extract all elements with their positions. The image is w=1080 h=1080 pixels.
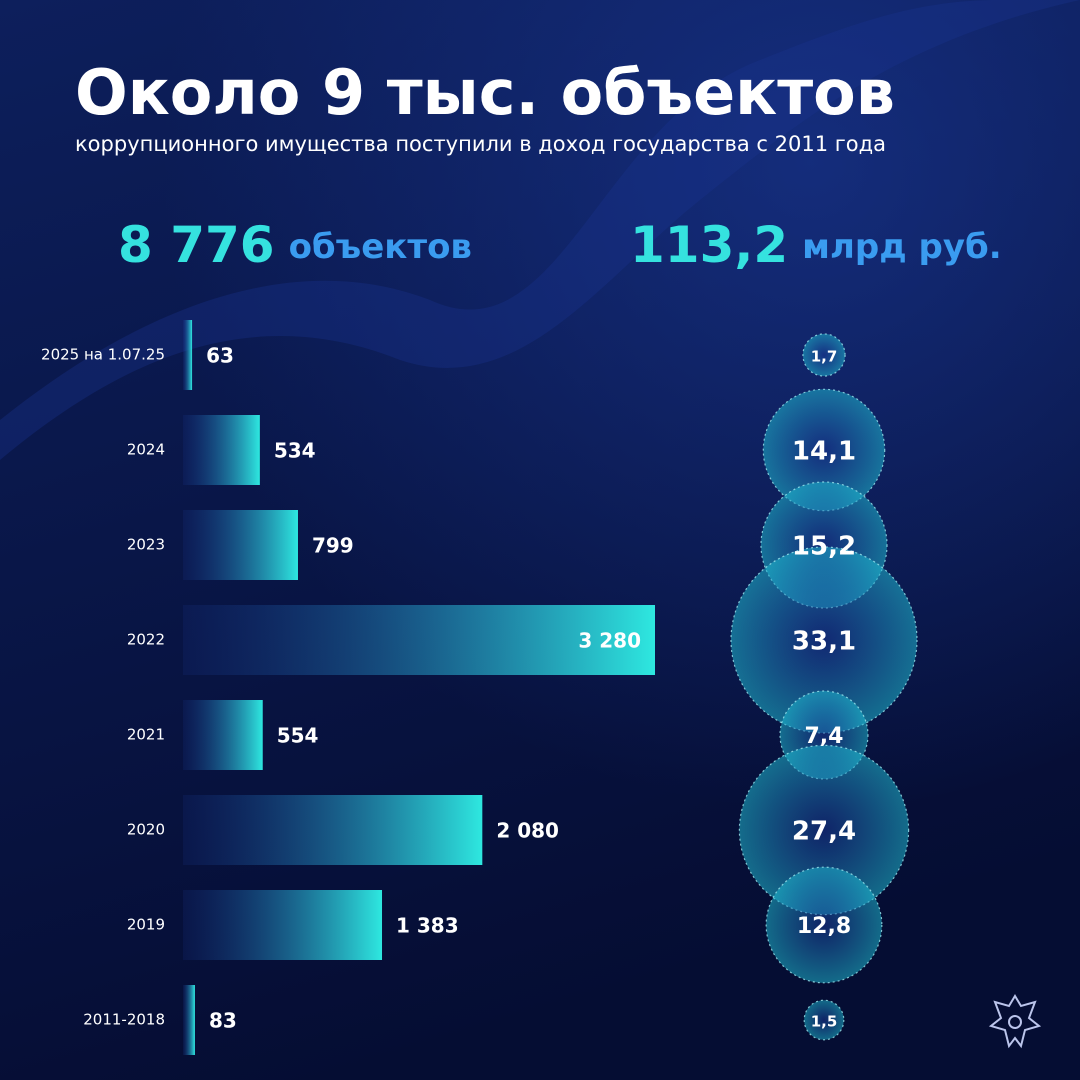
category-label: 2020 bbox=[127, 821, 165, 839]
bar bbox=[183, 890, 383, 960]
bubble-total-value: 113,2 bbox=[630, 216, 788, 274]
value-label: 33,1 bbox=[792, 627, 856, 657]
title: Около 9 тыс. объектов bbox=[75, 56, 895, 129]
bubble-total-unit: млрд руб. bbox=[802, 227, 1001, 267]
emblem bbox=[988, 994, 1042, 1049]
bar bbox=[183, 510, 298, 580]
value-label: 7,4 bbox=[805, 724, 844, 749]
bubble bbox=[738, 744, 910, 916]
category-label: 2025 на 1.07.25 bbox=[41, 346, 165, 364]
value-label: 83 bbox=[209, 1009, 237, 1033]
value-label: 1,5 bbox=[811, 1013, 838, 1031]
value-label: 534 bbox=[274, 439, 316, 463]
bar-total-value: 8 776 bbox=[118, 216, 275, 274]
value-label: 3 280 bbox=[578, 629, 641, 653]
value-label: 12,8 bbox=[797, 914, 851, 939]
value-label: 554 bbox=[277, 724, 319, 748]
subtitle: коррупционного имущества поступили в дох… bbox=[75, 132, 886, 156]
category-label: 2011-2018 bbox=[83, 1011, 165, 1029]
category-label: 2023 bbox=[127, 536, 165, 554]
value-label: 1,7 bbox=[811, 348, 838, 366]
value-label: 15,2 bbox=[792, 532, 856, 562]
value-label: 799 bbox=[312, 534, 354, 558]
category-label: 2021 bbox=[127, 726, 165, 744]
bar bbox=[183, 985, 195, 1055]
bar-total: 8 776 объектов bbox=[118, 216, 472, 274]
category-label: 2022 bbox=[127, 631, 165, 649]
bubble bbox=[802, 333, 846, 377]
bar bbox=[183, 320, 193, 390]
bar bbox=[183, 415, 260, 485]
value-label: 63 bbox=[206, 344, 234, 368]
bubble-total: 113,2 млрд руб. bbox=[630, 216, 1002, 274]
bar bbox=[183, 795, 483, 865]
value-label: 14,1 bbox=[792, 437, 856, 467]
bubble bbox=[803, 999, 845, 1041]
decor-wave bbox=[0, 0, 1080, 460]
value-label: 1 383 bbox=[396, 914, 459, 938]
value-label: 2 080 bbox=[496, 819, 559, 843]
bar bbox=[183, 605, 655, 675]
category-label: 2019 bbox=[127, 916, 165, 934]
bar-total-unit: объектов bbox=[289, 227, 472, 267]
category-label: 2024 bbox=[127, 441, 165, 459]
value-label: 27,4 bbox=[792, 817, 856, 847]
bubble bbox=[765, 866, 883, 984]
bar bbox=[183, 700, 263, 770]
